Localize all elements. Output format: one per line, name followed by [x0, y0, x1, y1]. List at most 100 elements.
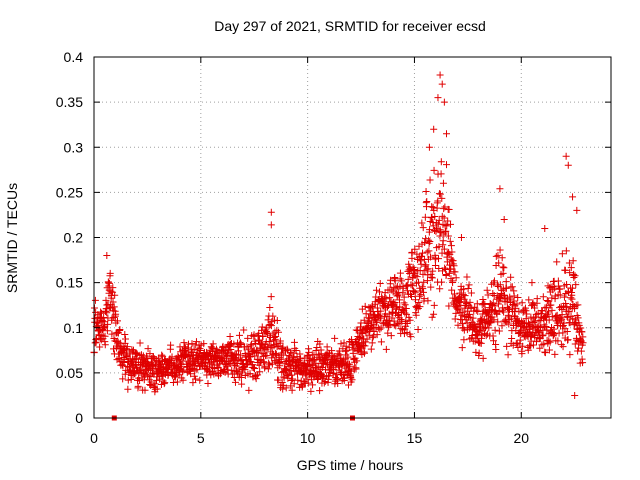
- data-point: [438, 80, 446, 88]
- data-point: [331, 334, 339, 342]
- data-point: [377, 338, 385, 346]
- data-point: [104, 320, 112, 328]
- data-point: [303, 375, 311, 383]
- data-point: [457, 234, 465, 241]
- data-point: [153, 385, 161, 393]
- data-point: [566, 351, 574, 359]
- data-point: [267, 208, 275, 216]
- data-point: [545, 346, 553, 354]
- data-point: [460, 285, 468, 293]
- data-point: [442, 227, 450, 235]
- data-point: [112, 310, 120, 318]
- data-point: [579, 359, 587, 367]
- data-point: [510, 292, 518, 300]
- data-point: [456, 289, 464, 297]
- data-point: [553, 311, 561, 319]
- data-point: [467, 289, 475, 297]
- data-point: [249, 348, 257, 356]
- x-tick-label: 20: [513, 430, 529, 446]
- data-point: [313, 344, 321, 352]
- data-point: [459, 308, 467, 316]
- data-point: [344, 353, 352, 361]
- data-point: [268, 360, 276, 368]
- data-point: [546, 338, 554, 346]
- data-point: [480, 299, 488, 307]
- data-point: [413, 273, 421, 281]
- data-point: [369, 334, 377, 342]
- data-point: [454, 305, 462, 313]
- data-point: [387, 332, 395, 340]
- data-point: [519, 342, 527, 350]
- data-point: [490, 337, 497, 345]
- data-point: [204, 380, 212, 388]
- data-point: [547, 301, 555, 309]
- data-point: [419, 249, 427, 257]
- data-point: [187, 370, 195, 378]
- data-point: [404, 275, 412, 283]
- data-point: [428, 313, 436, 321]
- data-point: [416, 257, 424, 265]
- data-point: [563, 327, 571, 335]
- data-point: [398, 277, 406, 285]
- data-point: [422, 187, 430, 195]
- data-point: [240, 326, 248, 334]
- data-point: [440, 98, 448, 106]
- data-point: [116, 326, 124, 334]
- data-point: [258, 326, 266, 334]
- data-point: [401, 301, 409, 309]
- y-tick-label: 0.1: [64, 320, 84, 336]
- data-point: [430, 166, 438, 174]
- data-point: [446, 220, 454, 228]
- data-point: [192, 338, 200, 346]
- data-point: [352, 326, 360, 334]
- data-point: [498, 286, 506, 294]
- data-point: [544, 308, 552, 316]
- data-point: [97, 308, 105, 316]
- data-point: [496, 246, 504, 254]
- data-point: [436, 71, 444, 79]
- data-point: [544, 297, 552, 305]
- data-point: [548, 306, 556, 314]
- data-point: [424, 297, 432, 305]
- data-point: [434, 197, 442, 205]
- data-point: [391, 298, 399, 306]
- data-point: [275, 376, 283, 384]
- data-point: [483, 286, 491, 294]
- y-tick-label: 0: [75, 410, 83, 426]
- data-point: [431, 212, 439, 220]
- data-point: [571, 391, 579, 399]
- data-point: [231, 378, 239, 386]
- data-point: [233, 360, 241, 368]
- data-point: [247, 342, 255, 350]
- data-point: [192, 375, 200, 383]
- data-point: [438, 278, 446, 286]
- data-point: [548, 313, 556, 321]
- data-point: [287, 382, 295, 390]
- y-tick-label: 0.35: [56, 94, 83, 110]
- data-point: [235, 347, 243, 355]
- data-point: [273, 316, 281, 324]
- data-point: [114, 317, 121, 325]
- data-point: [376, 325, 384, 333]
- data-point: [460, 295, 468, 303]
- data-point: [540, 340, 548, 348]
- data-point: [495, 259, 503, 267]
- data-point: [461, 292, 469, 300]
- data-point: [435, 255, 443, 263]
- data-point: [304, 379, 312, 387]
- data-point: [377, 307, 385, 315]
- data-point: [571, 272, 579, 280]
- data-point: [410, 287, 418, 295]
- data-point: [415, 299, 423, 307]
- data-point: [266, 320, 274, 328]
- data-point: [500, 264, 508, 272]
- data-point: [556, 285, 564, 293]
- data-point: [213, 348, 221, 356]
- data-point: [439, 237, 447, 245]
- data-point: [110, 303, 118, 311]
- data-point: [97, 336, 105, 344]
- data-point: [420, 278, 428, 286]
- data-point: [386, 320, 394, 328]
- data-point: [272, 333, 280, 341]
- data-point: [566, 319, 574, 327]
